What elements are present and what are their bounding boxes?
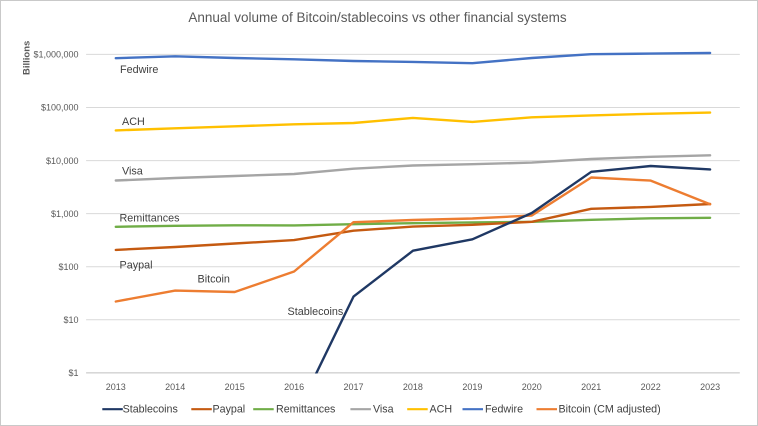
svg-text:Paypal: Paypal (120, 259, 153, 271)
svg-text:2020: 2020 (522, 382, 542, 392)
svg-text:Paypal: Paypal (213, 404, 246, 416)
svg-text:Billions: Billions (22, 41, 33, 75)
svg-text:Bitcoin: Bitcoin (198, 274, 230, 286)
svg-text:$100,000: $100,000 (41, 103, 79, 113)
svg-text:2013: 2013 (106, 382, 126, 392)
svg-text:$1: $1 (68, 368, 78, 378)
svg-text:ACH: ACH (430, 404, 453, 416)
svg-text:2018: 2018 (403, 382, 423, 392)
svg-text:Bitcoin (CM adjusted): Bitcoin (CM adjusted) (559, 404, 661, 416)
svg-text:Annual volume of Bitcoin/stabl: Annual volume of Bitcoin/stablecoins vs … (188, 10, 566, 25)
svg-text:ACH: ACH (122, 116, 145, 128)
svg-text:Remittances: Remittances (120, 213, 181, 225)
svg-text:$100: $100 (58, 262, 78, 272)
svg-text:Visa: Visa (122, 165, 143, 177)
svg-text:2014: 2014 (165, 382, 185, 392)
svg-text:2017: 2017 (343, 382, 363, 392)
svg-text:Fedwire: Fedwire (485, 404, 523, 416)
svg-text:$1,000,000: $1,000,000 (33, 50, 78, 60)
svg-text:Visa: Visa (373, 404, 394, 416)
svg-text:$10,000: $10,000 (46, 156, 79, 166)
svg-text:Fedwire: Fedwire (120, 64, 158, 76)
svg-text:Stablecoins: Stablecoins (288, 306, 344, 318)
svg-text:2023: 2023 (700, 382, 720, 392)
svg-text:Stablecoins: Stablecoins (123, 404, 178, 416)
svg-text:2015: 2015 (225, 382, 245, 392)
svg-text:2022: 2022 (641, 382, 661, 392)
svg-text:$1,000: $1,000 (51, 209, 79, 219)
svg-text:Remittances: Remittances (276, 404, 335, 416)
svg-text:2021: 2021 (581, 382, 601, 392)
svg-text:2019: 2019 (462, 382, 482, 392)
svg-text:2016: 2016 (284, 382, 304, 392)
svg-text:$10: $10 (63, 315, 78, 325)
